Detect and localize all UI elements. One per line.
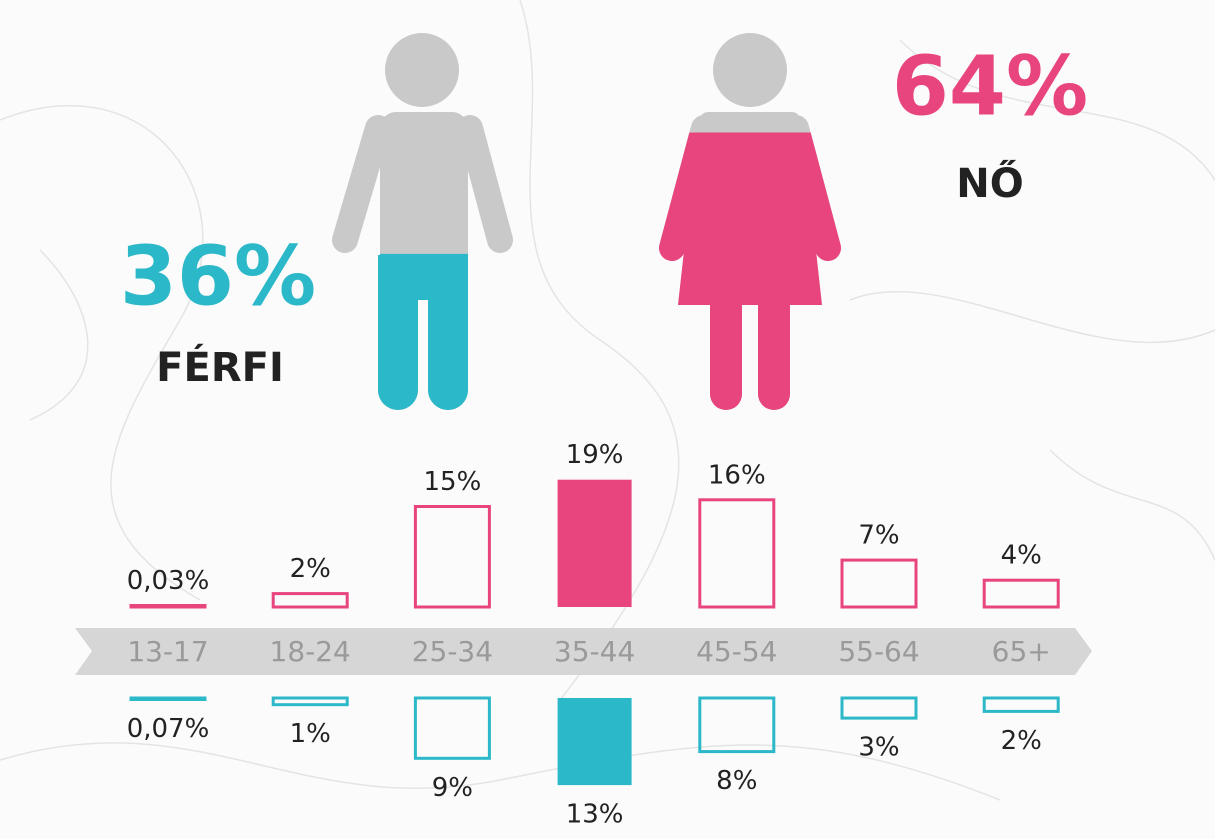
bar [698, 696, 776, 754]
x-tick-label: 35-44 [554, 635, 635, 668]
background-contours [0, 0, 1215, 801]
x-tick-label: 25-34 [412, 635, 493, 668]
value-label: 0,07% [127, 714, 210, 744]
bar [271, 592, 349, 609]
value-label: 9% [432, 773, 473, 803]
bar [557, 479, 632, 607]
legend-label: FÉRFI [156, 343, 284, 391]
bar [557, 698, 632, 786]
value-label: 7% [858, 521, 899, 551]
legend-label: NŐ [956, 158, 1023, 207]
bar [698, 498, 776, 609]
value-label: 16% [708, 460, 766, 490]
bar [982, 578, 1060, 609]
x-tick-label: 13-17 [127, 635, 208, 668]
bar [840, 696, 918, 720]
value-label: 3% [858, 733, 899, 763]
value-label: 2% [290, 554, 331, 584]
value-label: 19% [566, 440, 624, 470]
value-label: 13% [566, 800, 624, 830]
value-label: 1% [290, 719, 331, 749]
man-figure [345, 33, 500, 410]
value-label: 8% [716, 766, 757, 796]
bar [413, 696, 491, 760]
value-label: 2% [1001, 726, 1042, 756]
x-tick-label: 45-54 [696, 635, 777, 668]
value-label: 0,03% [127, 566, 210, 596]
value-label: 4% [1001, 541, 1042, 571]
bar [271, 696, 349, 707]
x-tick-label: 18-24 [270, 635, 351, 668]
bar [129, 696, 207, 701]
x-tick-label: 55-64 [838, 635, 919, 668]
bar [129, 604, 207, 609]
bar [413, 505, 491, 609]
category-ribbon [75, 628, 1092, 675]
share-label: 64% [892, 39, 1088, 134]
bar [982, 696, 1060, 713]
share-label: 36% [120, 229, 316, 324]
x-tick-label: 65+ [992, 635, 1051, 668]
bar [840, 558, 918, 609]
value-label: 15% [424, 467, 482, 497]
